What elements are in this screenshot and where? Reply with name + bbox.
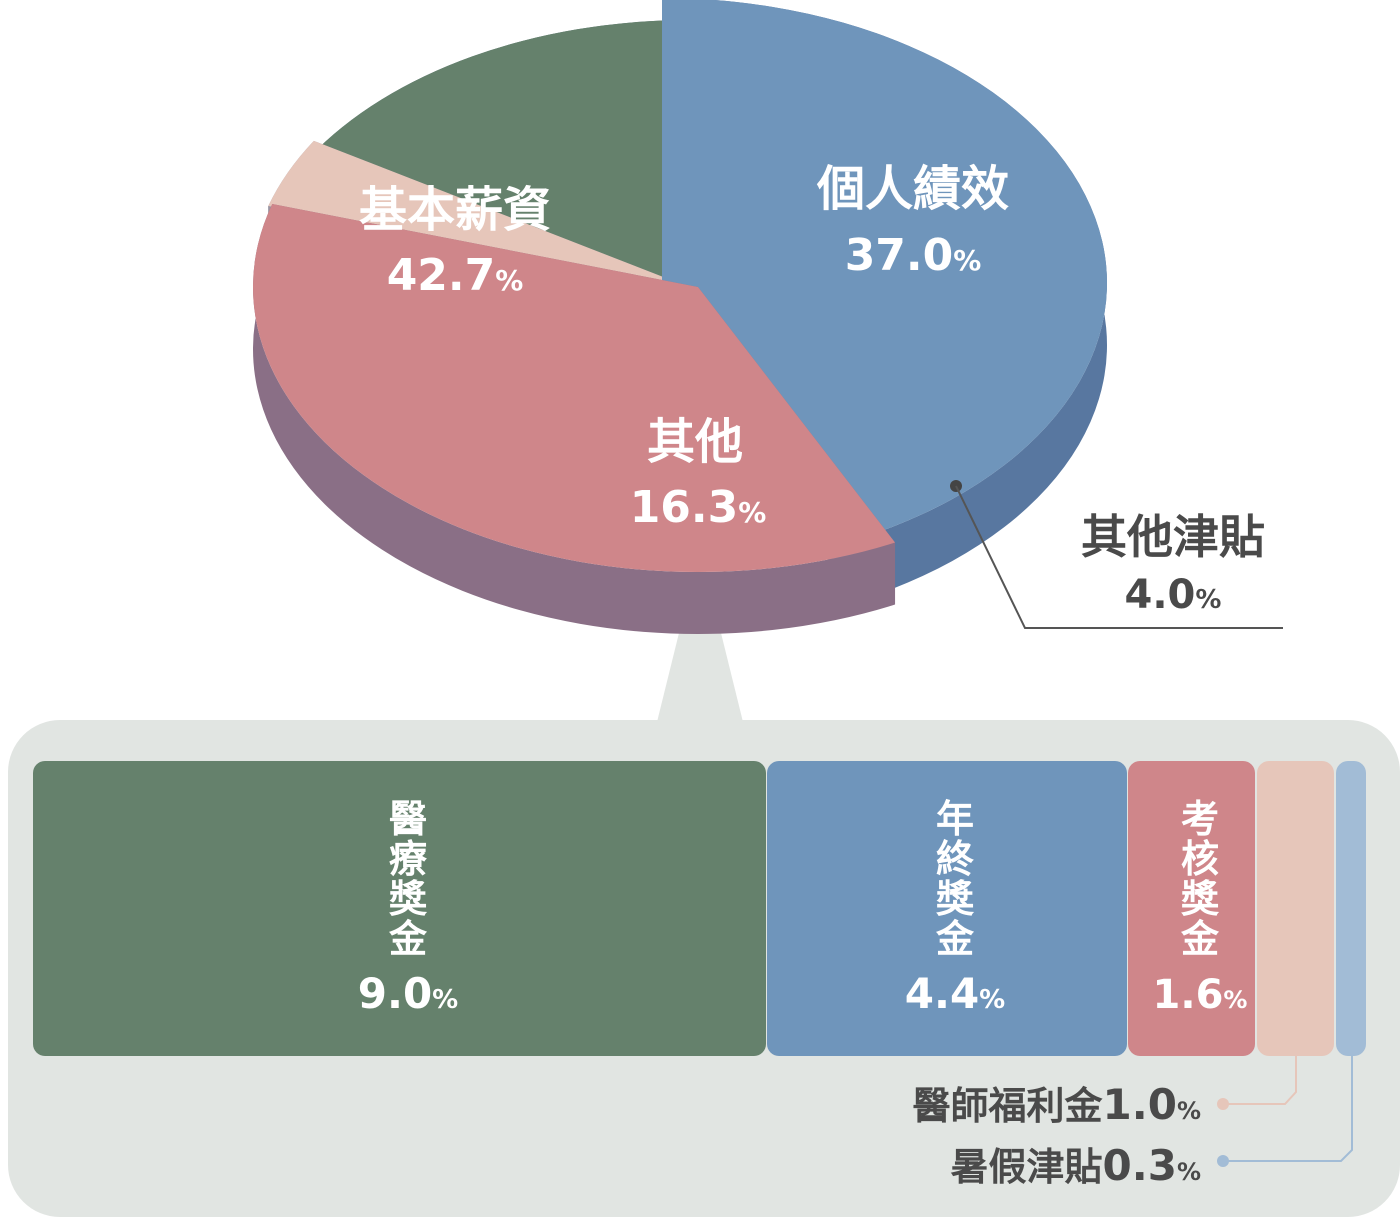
pie-chart <box>252 0 1107 634</box>
summer-allowance-leader-dot <box>1217 1155 1229 1167</box>
pie-slice-top-performance <box>252 204 896 573</box>
pie-slice-top-other <box>309 20 690 305</box>
segment-callout-physician-welfare: 醫師福利金1.0% <box>913 1080 1201 1129</box>
slice-label-performance: 個人績效 <box>816 161 1009 217</box>
bar-segment-year-end-bonus <box>767 761 1127 1056</box>
segment-callout-summer-allowance: 暑假津貼0.3% <box>951 1141 1201 1190</box>
slice-label-basic-salary: 基本薪資 <box>359 182 551 238</box>
segment-value-medical-bonus: 9.0% <box>358 969 458 1018</box>
pie-slice-performance <box>252 204 896 634</box>
slice-label-other-allowance: 其他津貼 <box>1081 510 1265 564</box>
pie-slice-top-other-allowance <box>268 140 694 289</box>
slice-value-basic-salary: 42.7% <box>387 250 524 301</box>
pie-labels: 基本薪資 42.7% 個人績效 37.0% 其他 16.3% 其他津貼 4.0% <box>359 161 1283 629</box>
bar-segment-physician-welfare <box>1257 761 1334 1056</box>
allowance-leader-line <box>955 485 1283 629</box>
pie-slice-rim-performance <box>252 204 896 634</box>
physician-welfare-leader-line <box>1223 1056 1297 1105</box>
bar-segment-medical-bonus <box>33 761 766 1056</box>
segment-label-evaluation-bonus: 考核獎金 <box>1180 797 1220 961</box>
bar-segment-summer-allowance <box>1336 761 1366 1056</box>
segment-value-evaluation-bonus: 1.6% <box>1153 972 1248 1018</box>
segment-value-year-end-bonus: 4.4% <box>905 969 1005 1018</box>
slice-value-performance: 37.0% <box>845 230 982 281</box>
summer-allowance-leader-line <box>1223 1056 1353 1162</box>
slice-value-other: 16.3% <box>630 482 767 533</box>
breakdown-pointer <box>657 548 743 722</box>
segment-label-year-end-bonus: 年終獎金 <box>935 797 975 961</box>
segment-label-medical-bonus: 醫療獎金 <box>388 797 428 961</box>
slice-value-other-allowance: 4.0% <box>1125 572 1222 618</box>
slice-label-other: 其他 <box>647 414 743 470</box>
bar-segment-evaluation-bonus <box>1128 761 1255 1056</box>
physician-welfare-leader-dot <box>1217 1098 1229 1110</box>
breakdown-bar: 醫療獎金 9.0% 年終獎金 4.4% 考核獎金 1.6% 醫師福利金1.0% … <box>33 761 1366 1190</box>
